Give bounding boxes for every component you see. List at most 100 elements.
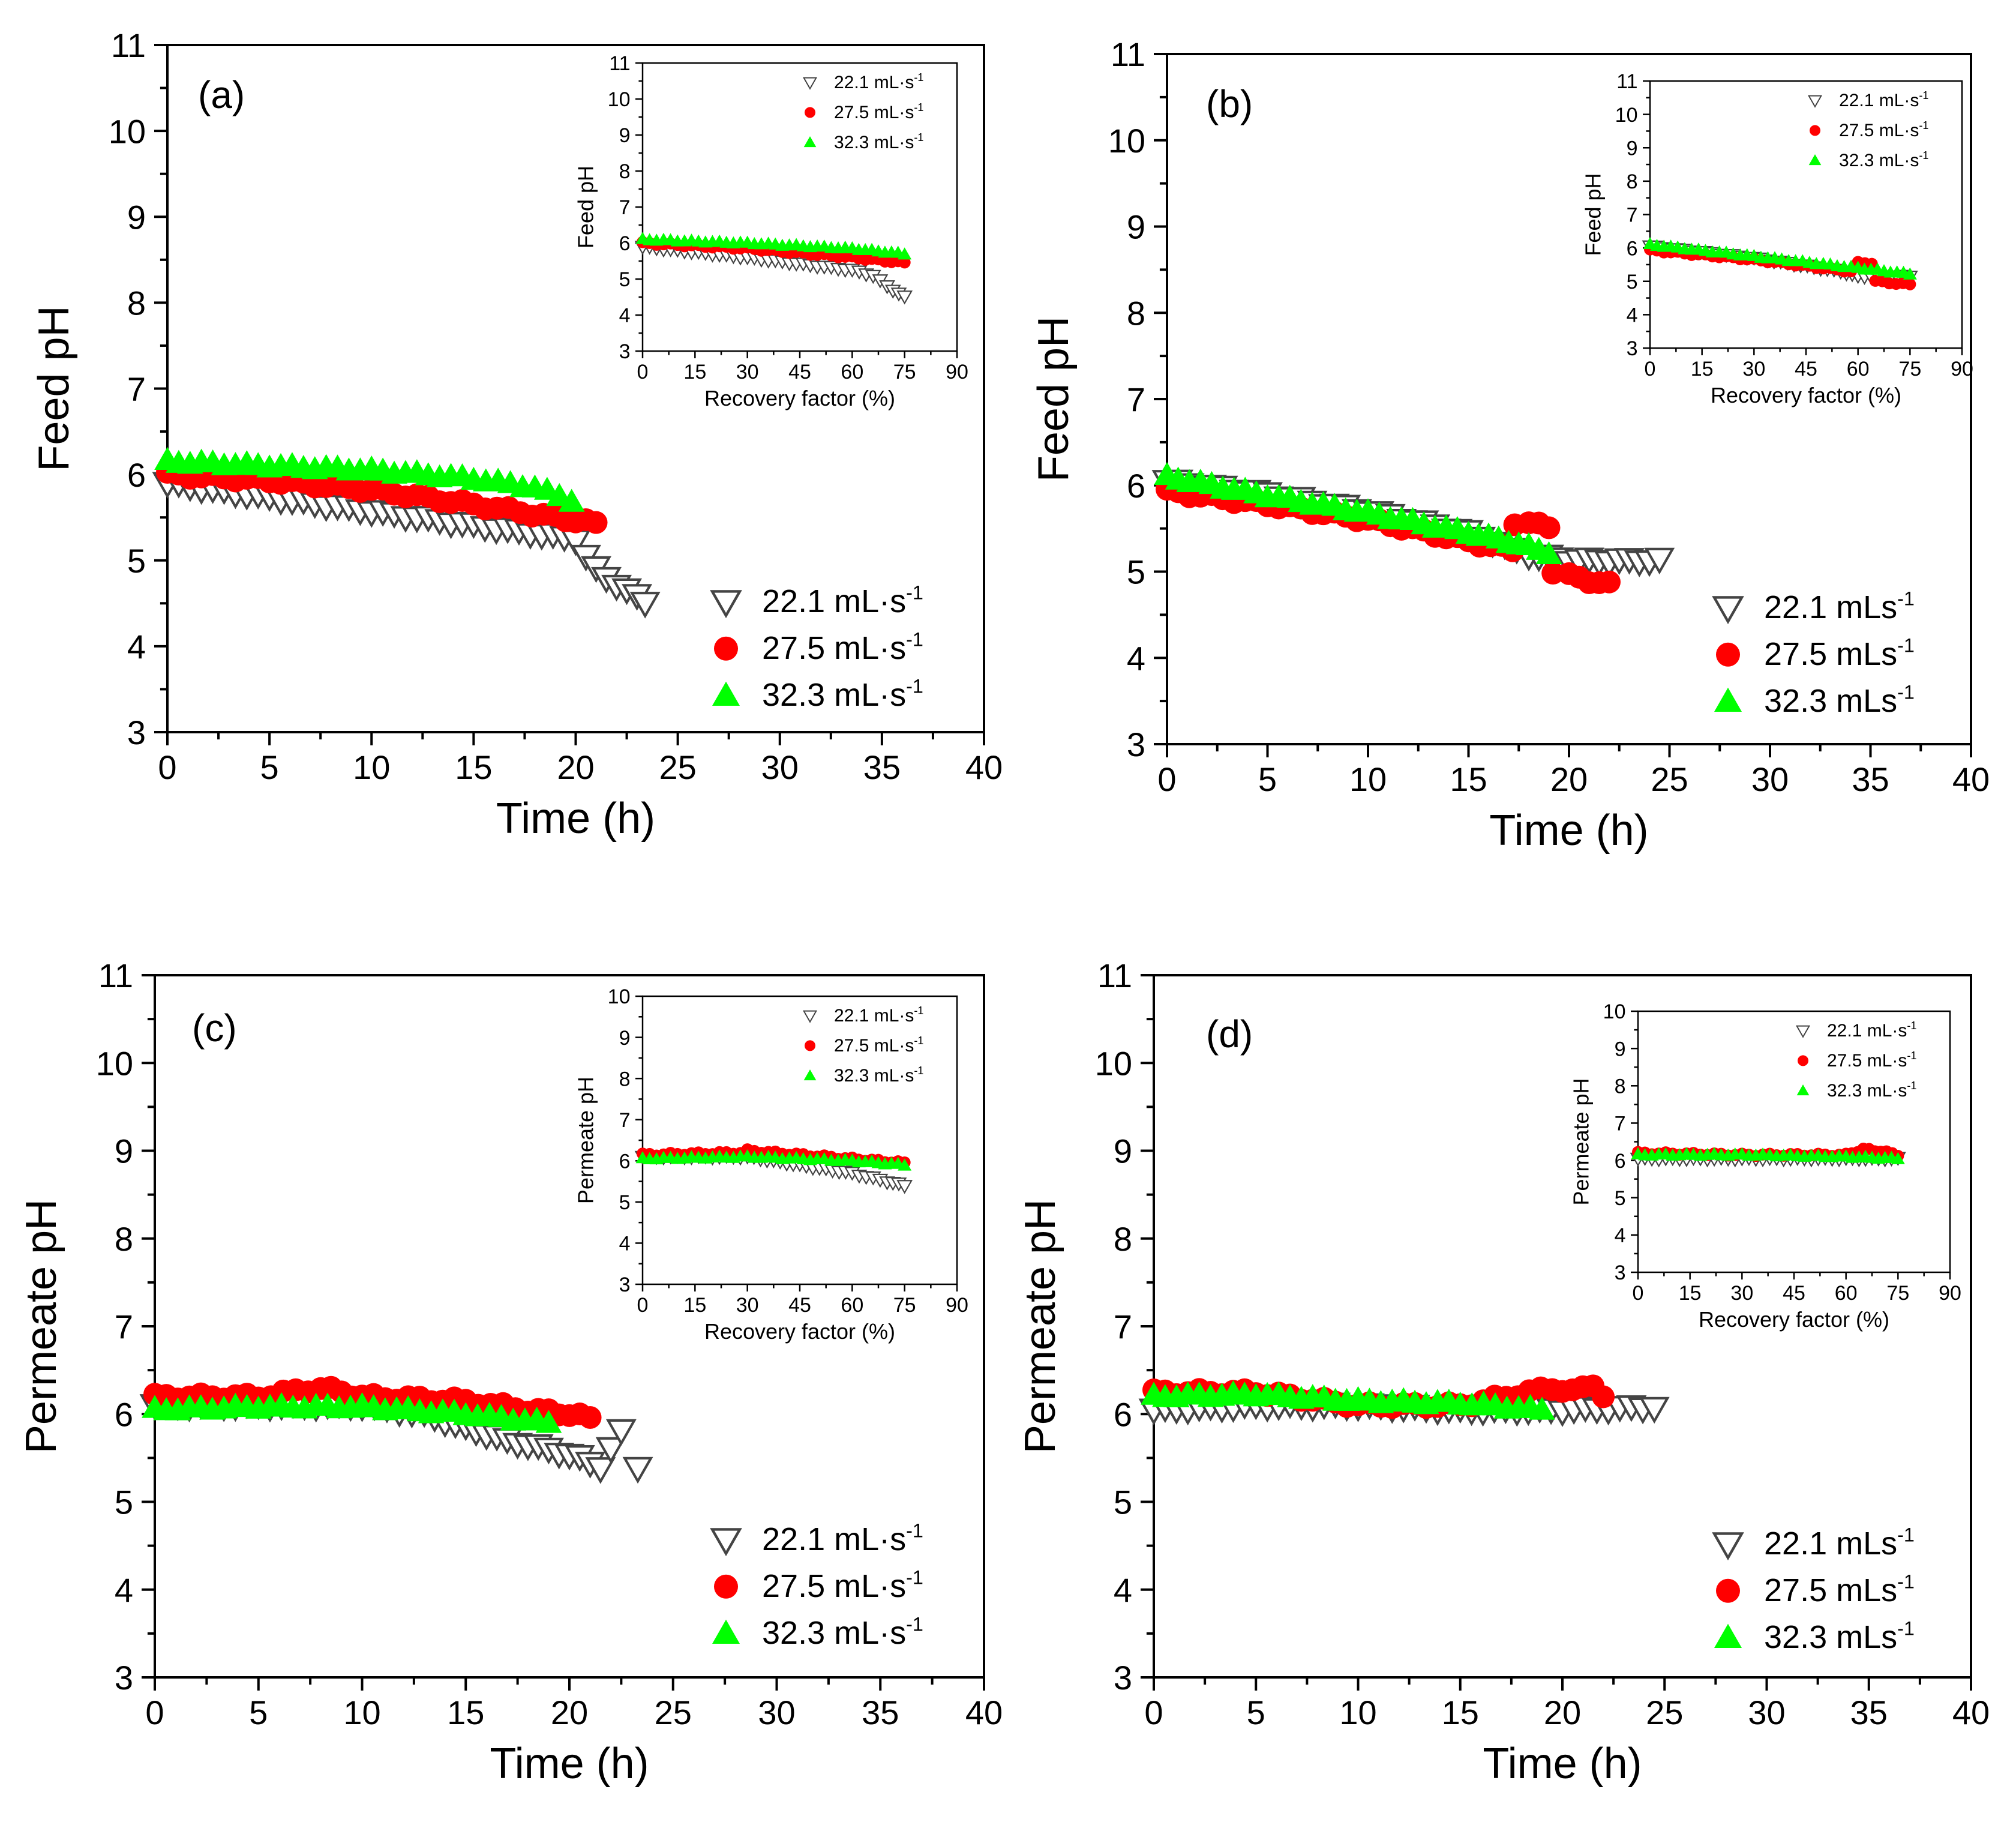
panel-d-inset-ytick-label: 4 bbox=[1615, 1224, 1626, 1247]
panel-d-ytick-label: 10 bbox=[1095, 1044, 1132, 1082]
panel-b-inset-xlabel: Recovery factor (%) bbox=[1711, 383, 1901, 407]
panel-d-ylabel: Permeate pH bbox=[1016, 1199, 1064, 1454]
panel-b-legend-marker bbox=[1714, 687, 1742, 712]
panel-b-xtick-label: 10 bbox=[1349, 760, 1387, 798]
panel-b-inset-ytick-label: 6 bbox=[1627, 237, 1638, 260]
panel-b-inset-legend-superscript: -1 bbox=[1919, 119, 1928, 131]
panel-b-inset-xtick-label: 15 bbox=[1691, 358, 1714, 380]
panel-b-point bbox=[1535, 541, 1562, 565]
panel-b-legend-superscript: -1 bbox=[1897, 588, 1915, 609]
panel-b-inset-background bbox=[1650, 81, 1962, 348]
panel-a-inset-ytick-label: 5 bbox=[619, 268, 631, 291]
panel-d-point bbox=[1529, 1397, 1555, 1420]
panel-c-xtick-label: 25 bbox=[655, 1694, 692, 1731]
panel-c-ytick-label: 3 bbox=[115, 1659, 133, 1697]
panel-b-inset-point bbox=[1903, 267, 1917, 280]
panel-b-inset-legend-superscript: -1 bbox=[1919, 149, 1928, 161]
panel-b-inset-series-3 bbox=[1643, 237, 1917, 280]
panel-c-inset-legend: 22.1 mL·s-1 27.5 mL·s-1 32.3 mL·s-1 bbox=[802, 1005, 923, 1086]
panel-c-inset-legend-label: 22.1 mL·s-1 bbox=[834, 1005, 923, 1026]
panel-c-inset-series-3 bbox=[635, 1149, 912, 1171]
panel-d-legend-superscript: -1 bbox=[1897, 1524, 1915, 1545]
panel-c-ytick-label: 11 bbox=[98, 957, 133, 994]
panel-b-ytick-label: 6 bbox=[1127, 467, 1145, 505]
panel-d-xtick-label: 35 bbox=[1850, 1694, 1888, 1731]
panel-c-inset-xtick-label: 15 bbox=[683, 1294, 706, 1317]
panel-c-legend-marker bbox=[714, 1574, 738, 1599]
panel-a-xtick-label: 0 bbox=[158, 748, 176, 786]
panel-b-inset-ytick-label: 5 bbox=[1627, 271, 1638, 293]
panel-b-inset-legend-label: 22.1 mL·s-1 bbox=[1839, 89, 1928, 110]
panel-a-inset-xtick-label: 15 bbox=[683, 361, 706, 383]
panel-c-inset-ytick-label: 6 bbox=[619, 1150, 631, 1173]
panel-d-inset-xtick-label: 90 bbox=[1939, 1282, 1961, 1305]
panel-a-legend-label: 22.1 mL·s-1 bbox=[762, 582, 923, 619]
panel-a-ytick-label: 3 bbox=[127, 714, 146, 751]
panel-c-inset-ytick-label: 8 bbox=[619, 1068, 631, 1090]
panel-c-point bbox=[535, 1410, 562, 1433]
panel-c-inset-ytick-label: 9 bbox=[619, 1027, 631, 1050]
panel-a-xtick-label: 20 bbox=[557, 748, 594, 786]
panel-b-inset-ytick-label: 8 bbox=[1627, 170, 1638, 193]
panel-c-inset-legend-marker bbox=[802, 1010, 818, 1023]
panel-b-inset-xtick-label: 0 bbox=[1645, 358, 1656, 380]
panel-c-legend-superscript: -1 bbox=[906, 1566, 923, 1588]
panel-d-inset-xlabel: Recovery factor (%) bbox=[1699, 1307, 1889, 1332]
panel-c-inset-legend-superscript: -1 bbox=[914, 1065, 923, 1077]
panel-a-legend-marker bbox=[712, 681, 740, 706]
panel-c-inset-ytick-label: 5 bbox=[619, 1191, 631, 1214]
panel-a-ylabel: Feed pH bbox=[30, 305, 78, 471]
panel-a-xtick-label: 5 bbox=[260, 748, 279, 786]
panel-b-inset-ytick-label: 3 bbox=[1627, 337, 1638, 360]
panel-b-ytick-label: 3 bbox=[1127, 726, 1145, 763]
panel-c-xtick-label: 10 bbox=[343, 1694, 380, 1731]
panel-d-inset-legend-label: 22.1 mL·s-1 bbox=[1827, 1020, 1916, 1041]
panel-b-legend-marker bbox=[1712, 596, 1744, 625]
panel-c-legend-superscript: -1 bbox=[906, 1613, 923, 1635]
panel-a-legend-marker bbox=[714, 636, 738, 661]
panel-d-inset-legend-label: 27.5 mL·s-1 bbox=[1827, 1050, 1916, 1071]
panel-c-inset-ylabel: Permeate pH bbox=[574, 1077, 598, 1204]
panel-a-xtick-label: 35 bbox=[863, 748, 901, 786]
panel-b-xlabel: Time (h) bbox=[1489, 807, 1648, 855]
panel-a-legend-superscript: -1 bbox=[906, 675, 923, 697]
panel-d-xtick-label: 15 bbox=[1442, 1694, 1479, 1731]
panel-a-legend-superscript: -1 bbox=[906, 628, 923, 650]
panel-c-inset-point bbox=[898, 1158, 912, 1171]
panel-a-legend-superscript: -1 bbox=[906, 582, 923, 603]
panel-c-inset-xtick-label: 30 bbox=[736, 1294, 759, 1317]
panel-d-ytick-label: 11 bbox=[1097, 957, 1132, 994]
panel-b-inset-ytick-label: 9 bbox=[1627, 137, 1638, 160]
panel-c-inset-xtick-label: 45 bbox=[788, 1294, 811, 1317]
panel-a-ytick-label: 9 bbox=[127, 198, 146, 236]
panel-c-label: (c) bbox=[192, 1006, 237, 1050]
panel-a-label: (a) bbox=[198, 73, 245, 116]
panel-c-legend: 22.1 mL·s-1 27.5 mL·s-1 32.3 mL·s-1 bbox=[710, 1520, 923, 1651]
panel-a-inset-ylabel: Feed pH bbox=[574, 166, 598, 248]
panel-b-ytick-label: 4 bbox=[1127, 639, 1145, 677]
panel-a-ytick-label: 7 bbox=[127, 370, 146, 408]
panel-b-series-3 bbox=[1154, 462, 1562, 565]
panel-d-inset-series-3 bbox=[1631, 1147, 1905, 1164]
panel-d-inset-ytick-label: 7 bbox=[1615, 1113, 1626, 1135]
panel-c-inset-xtick-label: 75 bbox=[893, 1294, 916, 1317]
panel-b-xtick-label: 35 bbox=[1852, 760, 1889, 798]
panel-a-inset-legend-label: 22.1 mL·s-1 bbox=[834, 71, 923, 92]
panel-a-inset-legend-marker bbox=[803, 136, 817, 148]
panel-a-xlabel: Time (h) bbox=[496, 795, 655, 843]
panel-a-inset-xtick-label: 75 bbox=[893, 361, 916, 383]
panel-c-ytick-label: 8 bbox=[115, 1220, 133, 1258]
panel-b-xtick-label: 5 bbox=[1258, 760, 1277, 798]
panel-d-legend-marker bbox=[1714, 1623, 1742, 1648]
panel-b-xtick-label: 25 bbox=[1651, 760, 1688, 798]
panel-d-inset-ytick-label: 3 bbox=[1615, 1261, 1626, 1284]
panel-d-inset-legend-marker bbox=[1796, 1084, 1810, 1096]
panel-c-inset-xtick-label: 0 bbox=[637, 1294, 649, 1317]
panel-c-point bbox=[605, 1419, 637, 1446]
panel-b-inset-xtick-label: 60 bbox=[1847, 358, 1870, 380]
panel-a-legend: 22.1 mL·s-1 27.5 mL·s-1 32.3 mL·s-1 bbox=[710, 582, 923, 713]
